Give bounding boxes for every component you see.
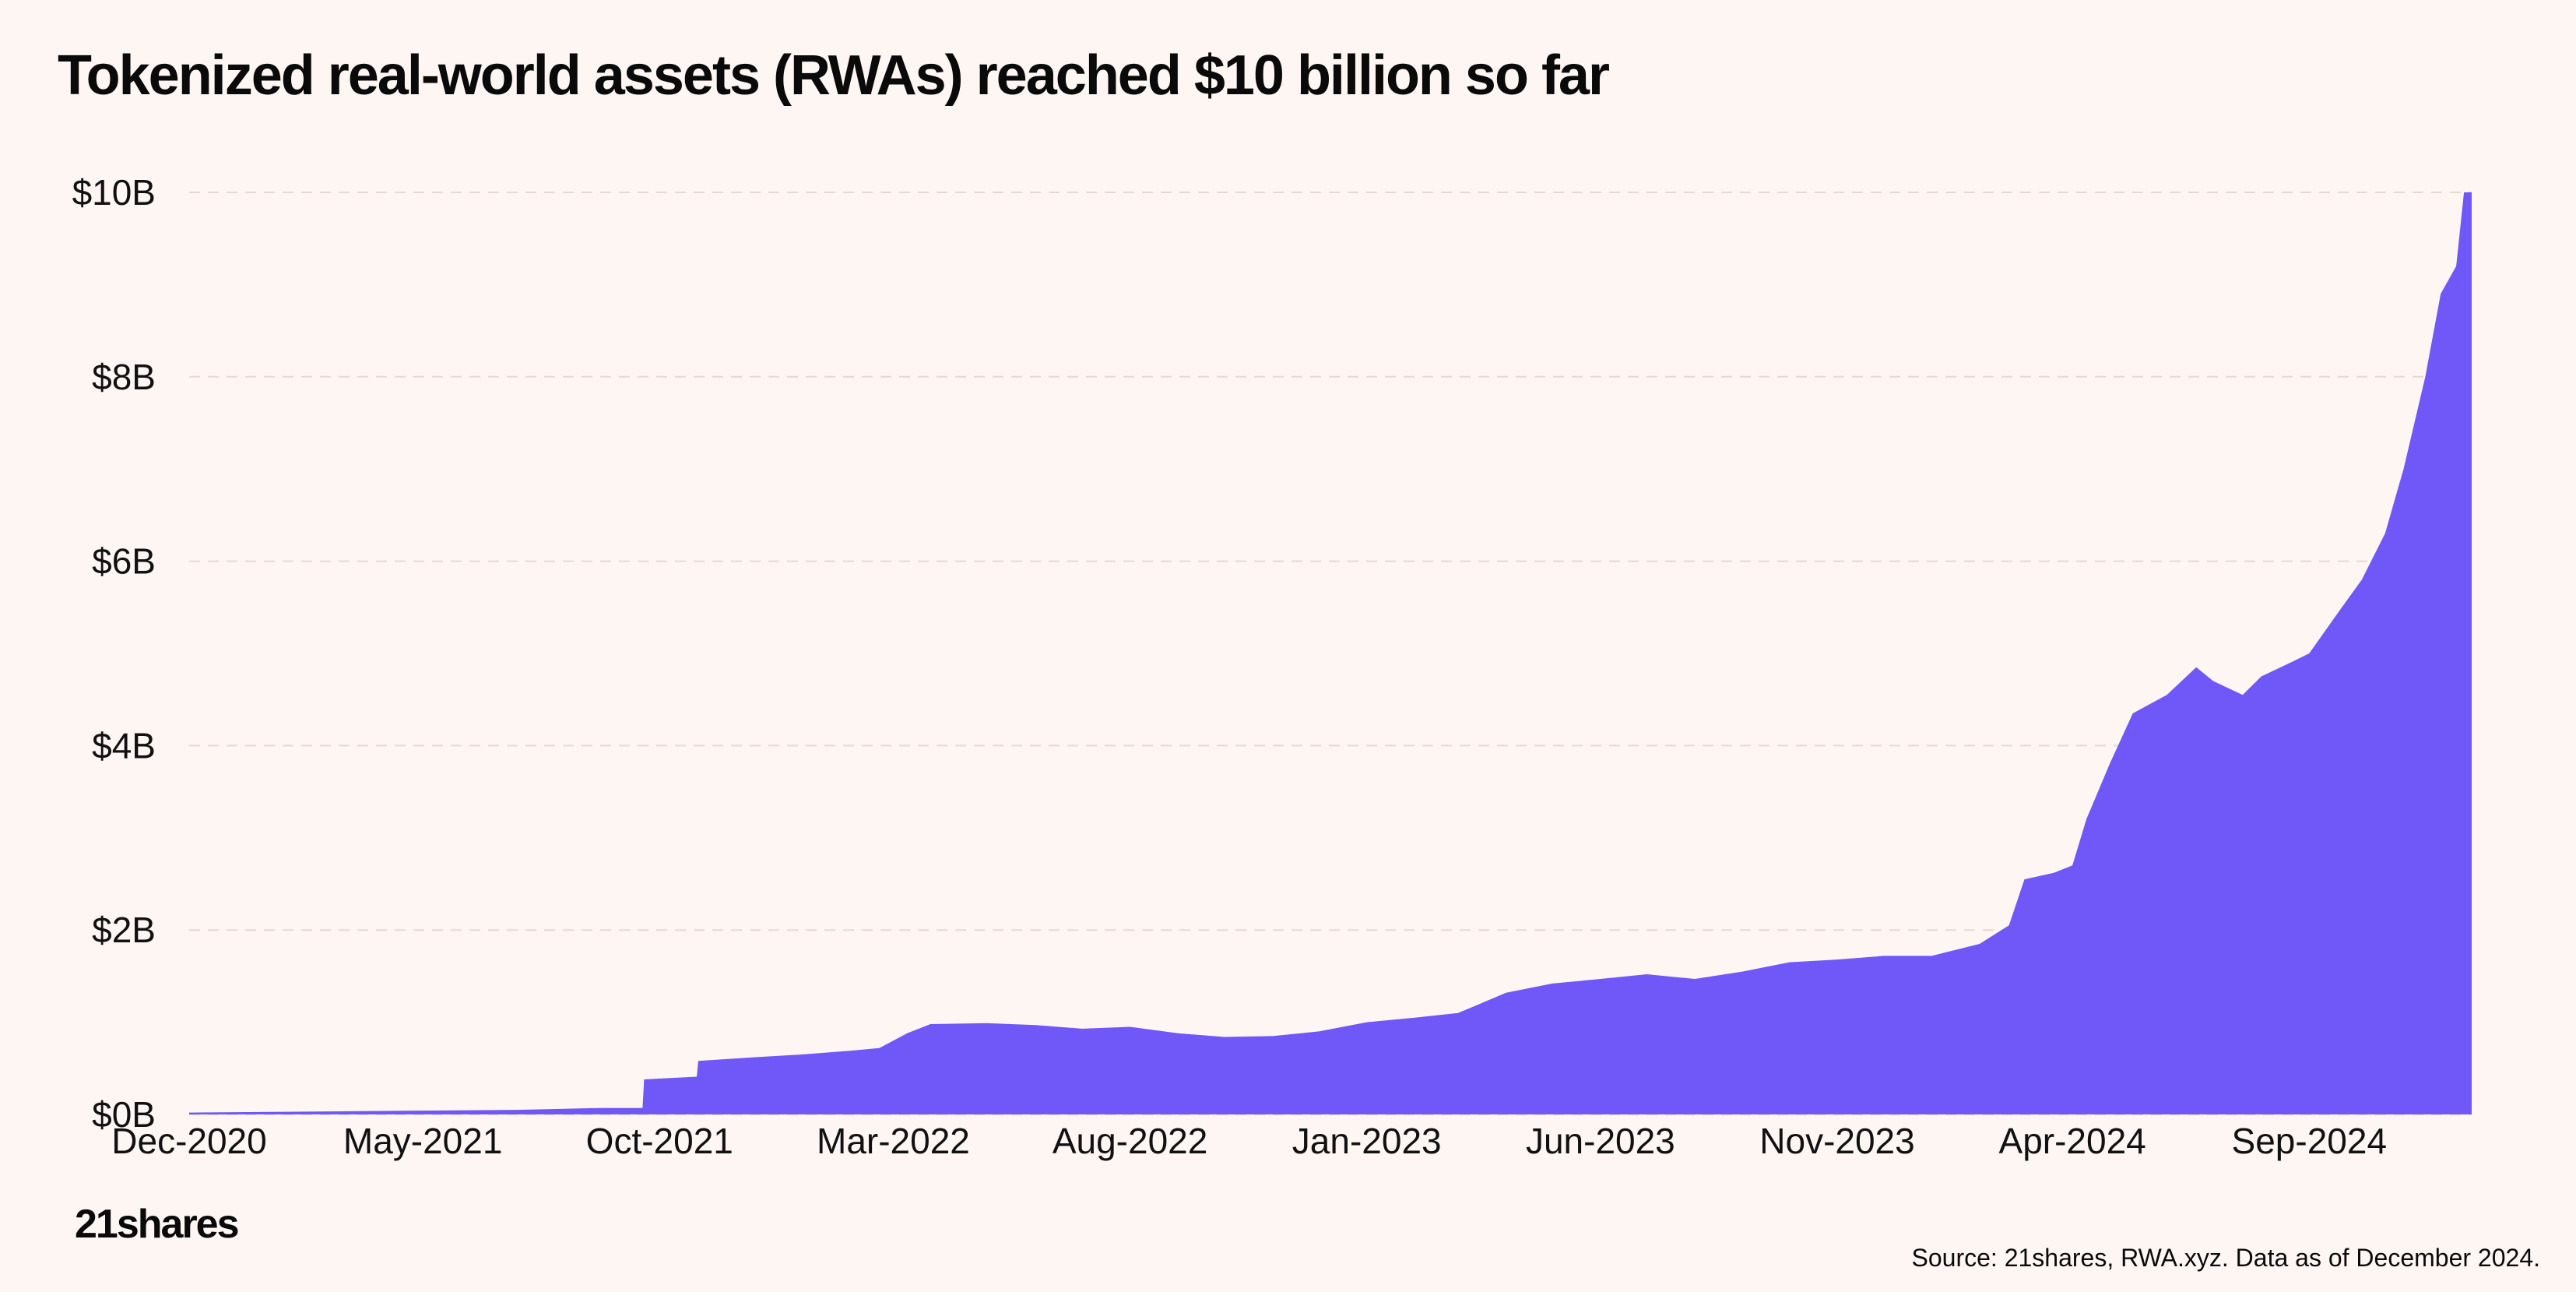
chart-title: Tokenized real-world assets (RWAs) reach… bbox=[58, 44, 1610, 107]
x-tick-label: Jun-2023 bbox=[1526, 1121, 1675, 1161]
y-tick-label: $2B bbox=[92, 910, 156, 950]
x-tick-label: Dec-2020 bbox=[111, 1121, 266, 1161]
source-note: Source: 21shares, RWA.xyz. Data as of De… bbox=[1911, 1244, 2540, 1272]
x-tick-label: Jan-2023 bbox=[1292, 1121, 1442, 1161]
x-tick-label: Sep-2024 bbox=[2232, 1121, 2388, 1161]
y-axis: $0B $2B $4B $6B $8B $10B bbox=[72, 172, 156, 1135]
y-tick-label: $6B bbox=[92, 541, 156, 582]
x-tick-label: May-2021 bbox=[343, 1121, 503, 1161]
x-axis: Dec-2020 May-2021 Oct-2021 Mar-2022 Aug-2022… bbox=[111, 1121, 2387, 1161]
area-series bbox=[189, 192, 2472, 1114]
x-tick-label: Apr-2024 bbox=[1999, 1121, 2146, 1161]
brand-logo: 21shares bbox=[75, 1202, 240, 1247]
x-tick-label: Oct-2021 bbox=[586, 1121, 733, 1161]
y-tick-label: $10B bbox=[72, 172, 156, 213]
y-tick-label: $8B bbox=[92, 357, 156, 397]
y-tick-label: $4B bbox=[92, 725, 156, 766]
x-tick-label: Nov-2023 bbox=[1759, 1121, 1914, 1161]
x-tick-label: Aug-2022 bbox=[1053, 1121, 1208, 1161]
x-tick-label: Mar-2022 bbox=[817, 1121, 970, 1161]
y-tick-label: $0B bbox=[92, 1094, 156, 1135]
